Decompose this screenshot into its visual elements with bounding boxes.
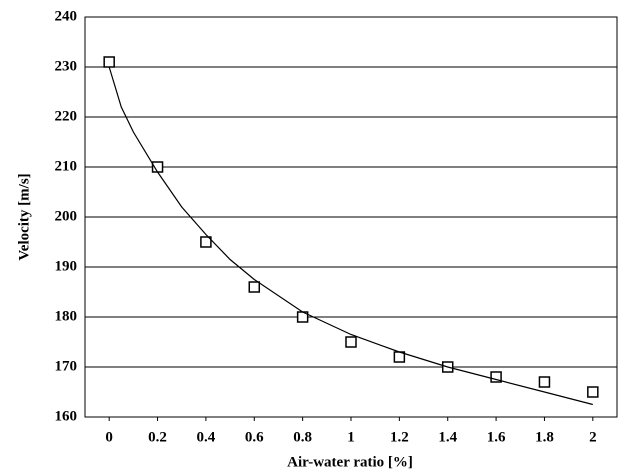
data-point bbox=[103, 56, 115, 68]
y-tick-label: 220 bbox=[55, 108, 78, 124]
x-tick-label: 2 bbox=[589, 429, 597, 445]
x-tick-label: 1.6 bbox=[487, 429, 506, 445]
y-tick-label: 210 bbox=[55, 158, 78, 174]
x-tick-label: 0.4 bbox=[197, 429, 216, 445]
y-tick-label: 160 bbox=[55, 408, 78, 424]
x-tick-label: 1 bbox=[347, 429, 355, 445]
x-tick-label: 1.8 bbox=[535, 429, 554, 445]
y-tick-label: 200 bbox=[55, 208, 78, 224]
data-point bbox=[200, 236, 212, 248]
y-tick-label: 180 bbox=[55, 308, 78, 324]
x-tick-label: 1.4 bbox=[438, 429, 457, 445]
x-axis-title: Air-water ratio [%] bbox=[287, 454, 413, 470]
x-tick-label: 1.2 bbox=[390, 429, 409, 445]
y-tick-label: 170 bbox=[55, 358, 78, 374]
y-tick-label: 230 bbox=[55, 58, 78, 74]
x-tick-label: 0.6 bbox=[245, 429, 264, 445]
data-point bbox=[490, 371, 502, 383]
data-point bbox=[587, 386, 599, 398]
y-tick-label: 240 bbox=[55, 8, 78, 24]
data-point bbox=[345, 336, 357, 348]
data-point bbox=[538, 376, 551, 388]
data-point bbox=[248, 281, 261, 293]
x-tick-label: 0 bbox=[105, 429, 113, 445]
y-axis-title: Velocity [m/s] bbox=[16, 173, 32, 260]
x-tick-label: 0.8 bbox=[293, 429, 312, 445]
x-tick-label: 0.2 bbox=[148, 429, 167, 445]
fit-curve bbox=[108, 66, 593, 406]
y-tick-label: 190 bbox=[55, 258, 78, 274]
